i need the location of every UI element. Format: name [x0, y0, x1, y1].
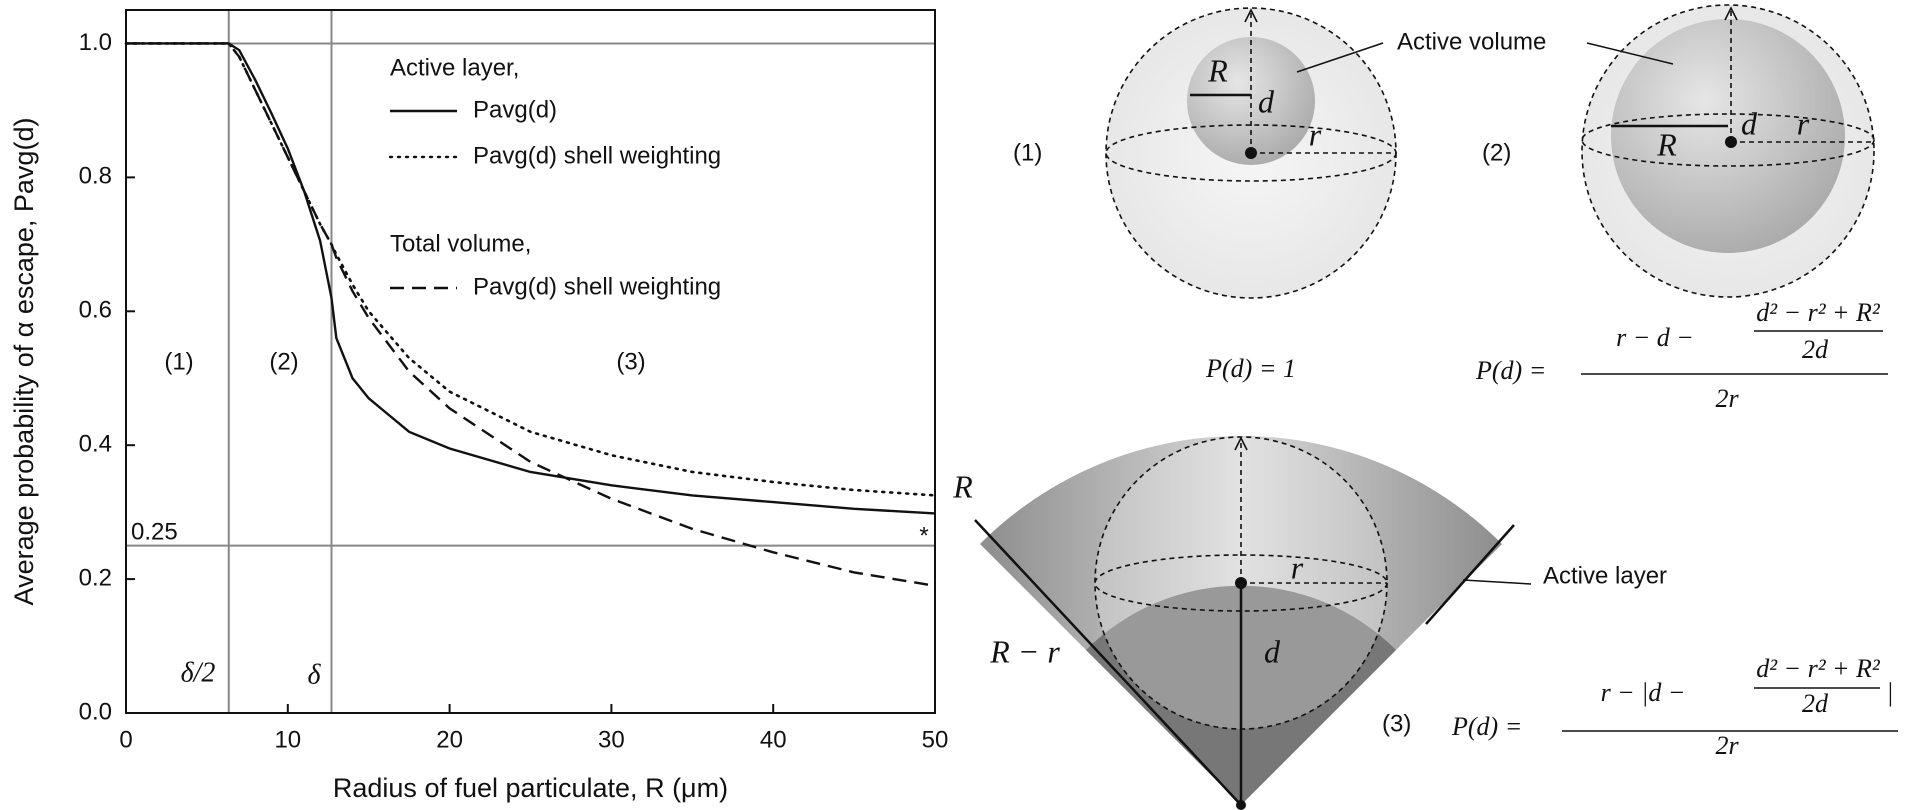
- arrow-head: [1244, 8, 1258, 23]
- center-dot: [1235, 577, 1247, 589]
- diagram-panel-1: Active volume (1) R d r P(d) = 1: [1013, 7, 1546, 383]
- annotation: (1): [164, 348, 193, 375]
- center-dot: [1725, 136, 1737, 148]
- equation-inner-numerator: d² − r² + R²: [1756, 298, 1881, 327]
- variable: d: [1258, 83, 1275, 119]
- equation-numerator: r − d −: [1616, 323, 1694, 352]
- annotation: *: [919, 522, 928, 549]
- x-tick-label: 10: [274, 726, 301, 753]
- equation-numerator: r − |d −: [1601, 678, 1686, 707]
- diagram-panel-2: (2) R d r P(d) = r − d − d² − r² + R² 2d…: [1475, 4, 1888, 413]
- equation: P(d) = 1: [1205, 354, 1296, 383]
- center-dot: [1245, 147, 1257, 159]
- edge: [974, 519, 1242, 806]
- callout: Active volume: [1397, 28, 1546, 55]
- variable: d: [1741, 105, 1758, 141]
- y-tick-label: 0.0: [79, 698, 112, 725]
- annotation: δ/2: [181, 657, 216, 688]
- variable: d: [1264, 633, 1281, 669]
- y-tick-label: 0.8: [79, 163, 112, 190]
- equation-lhs: P(d) =: [1475, 356, 1546, 385]
- x-tick-label: 20: [436, 726, 463, 753]
- panel-label: (3): [1382, 710, 1411, 737]
- arrow-head: [1234, 436, 1248, 451]
- equation-denominator: 2r: [1715, 384, 1739, 413]
- legend-label: Pavg(d) shell weighting: [473, 142, 721, 169]
- active-sphere: [1187, 37, 1315, 165]
- x-tick-label: 0: [119, 726, 132, 753]
- variable: r: [1309, 116, 1322, 152]
- legend-header: Total volume,: [390, 230, 531, 257]
- equation-inner-denominator: 2d: [1802, 335, 1829, 364]
- equator: [1581, 113, 1875, 167]
- x-axis-title: Radius of fuel particulate, R (μm): [333, 773, 728, 803]
- y-tick-label: 0.4: [79, 431, 112, 458]
- series-line: [126, 42, 936, 515]
- annotation: (3): [616, 348, 645, 375]
- x-tick-label: 30: [598, 726, 625, 753]
- chart: 0 10 20 30 40 50 0.0 0.2 0.4 0.6 0.8 1.0 Radius of f…: [9, 9, 949, 803]
- legend-label: Pavg(d): [473, 96, 557, 123]
- variable: R: [1656, 126, 1677, 162]
- callout-line: [1296, 42, 1384, 73]
- y-tick-label: 1.0: [79, 29, 112, 56]
- panel-label: (2): [1482, 139, 1511, 166]
- y-tick-label: 0.2: [79, 564, 112, 591]
- x-tick-label: 50: [922, 726, 949, 753]
- diagram-panel-3: Active layer (3) R r d R − r P(d) = r − …: [952, 435, 1898, 810]
- legend-header: Active layer,: [390, 54, 519, 81]
- equation-denominator: 2r: [1715, 731, 1739, 760]
- equation-inner-numerator: d² − r² + R²: [1756, 654, 1881, 683]
- annotation: δ: [307, 659, 321, 690]
- y-axis-title: Average probability of α escape, Pavg(d): [9, 118, 39, 606]
- callout-line: [1462, 579, 1532, 585]
- callout: Active layer: [1543, 562, 1667, 589]
- equation-closing: |: [1886, 678, 1893, 707]
- variable: r: [1797, 105, 1810, 141]
- variable: R: [952, 468, 973, 504]
- legend-label: Pavg(d) shell weighting: [473, 273, 721, 300]
- variable: r: [1291, 549, 1304, 585]
- apex-dot: [1236, 800, 1246, 810]
- series-line: [126, 42, 936, 587]
- panel-label: (1): [1013, 139, 1042, 166]
- active-sphere: [1611, 19, 1845, 253]
- arrow-head: [1724, 6, 1738, 21]
- equation-inner-denominator: 2d: [1802, 689, 1829, 718]
- x-tick-label: 40: [760, 726, 787, 753]
- edge: [1425, 524, 1515, 625]
- y-tick-label: 0.6: [79, 297, 112, 324]
- annotation: (2): [269, 348, 298, 375]
- variable: R: [1207, 52, 1228, 88]
- equation-lhs: P(d) =: [1451, 712, 1522, 741]
- plot-frame: [125, 9, 936, 714]
- callout-line: [1586, 42, 1674, 65]
- annotation: 0.25: [131, 518, 178, 545]
- variable: R − r: [989, 633, 1060, 669]
